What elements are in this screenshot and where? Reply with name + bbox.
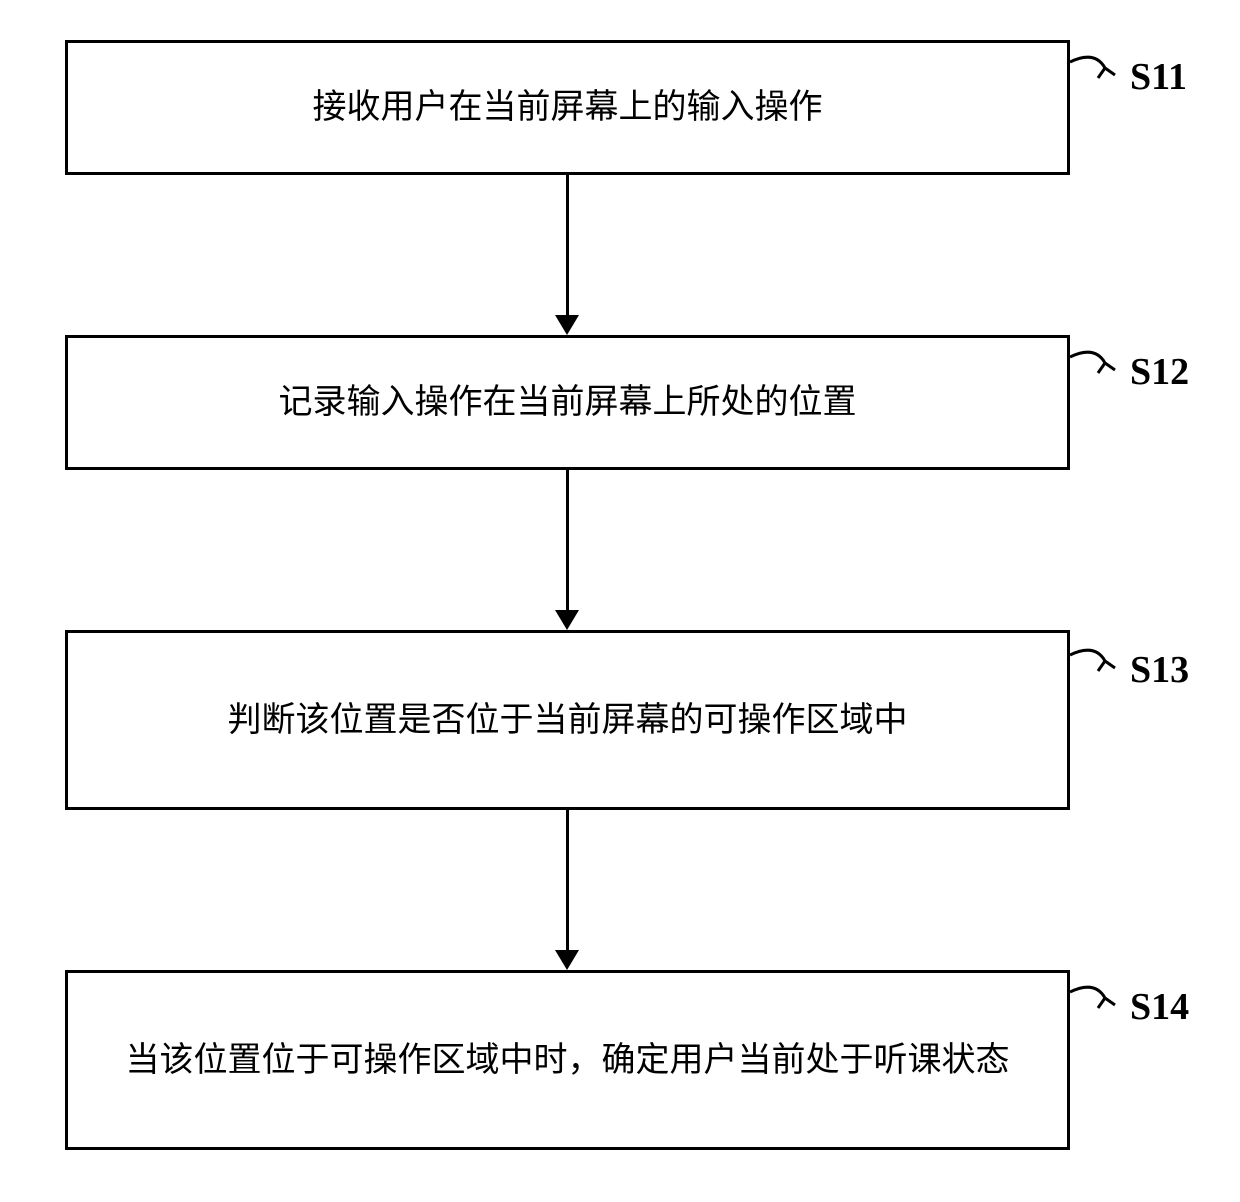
step-text-s14: 当该位置位于可操作区域中时，确定用户当前处于听课状态 <box>126 1035 1010 1086</box>
arrow-s12-s13 <box>566 470 569 610</box>
step-box-s12: 记录输入操作在当前屏幕上所处的位置 <box>65 335 1070 470</box>
label-connector-s12 <box>1070 345 1130 385</box>
step-text-s11: 接收用户在当前屏幕上的输入操作 <box>313 82 823 133</box>
step-box-s13: 判断该位置是否位于当前屏幕的可操作区域中 <box>65 630 1070 810</box>
step-text-s13: 判断该位置是否位于当前屏幕的可操作区域中 <box>228 695 908 746</box>
step-box-s11: 接收用户在当前屏幕上的输入操作 <box>65 40 1070 175</box>
label-connector-s14 <box>1070 980 1130 1020</box>
arrow-s13-s14 <box>566 810 569 950</box>
arrow-head-s11-s12 <box>555 315 579 335</box>
step-label-s13: S13 <box>1130 648 1189 692</box>
step-text-s12: 记录输入操作在当前屏幕上所处的位置 <box>279 377 857 428</box>
step-box-s14: 当该位置位于可操作区域中时，确定用户当前处于听课状态 <box>65 970 1070 1150</box>
label-connector-s13 <box>1070 643 1130 683</box>
arrow-head-s12-s13 <box>555 610 579 630</box>
step-label-s11: S11 <box>1130 55 1187 99</box>
label-connector-s11 <box>1070 50 1130 90</box>
flowchart-container: 接收用户在当前屏幕上的输入操作 S11 记录输入操作在当前屏幕上所处的位置 S1… <box>0 0 1240 1202</box>
step-label-s14: S14 <box>1130 985 1189 1029</box>
arrow-head-s13-s14 <box>555 950 579 970</box>
step-label-s12: S12 <box>1130 350 1189 394</box>
arrow-s11-s12 <box>566 175 569 315</box>
